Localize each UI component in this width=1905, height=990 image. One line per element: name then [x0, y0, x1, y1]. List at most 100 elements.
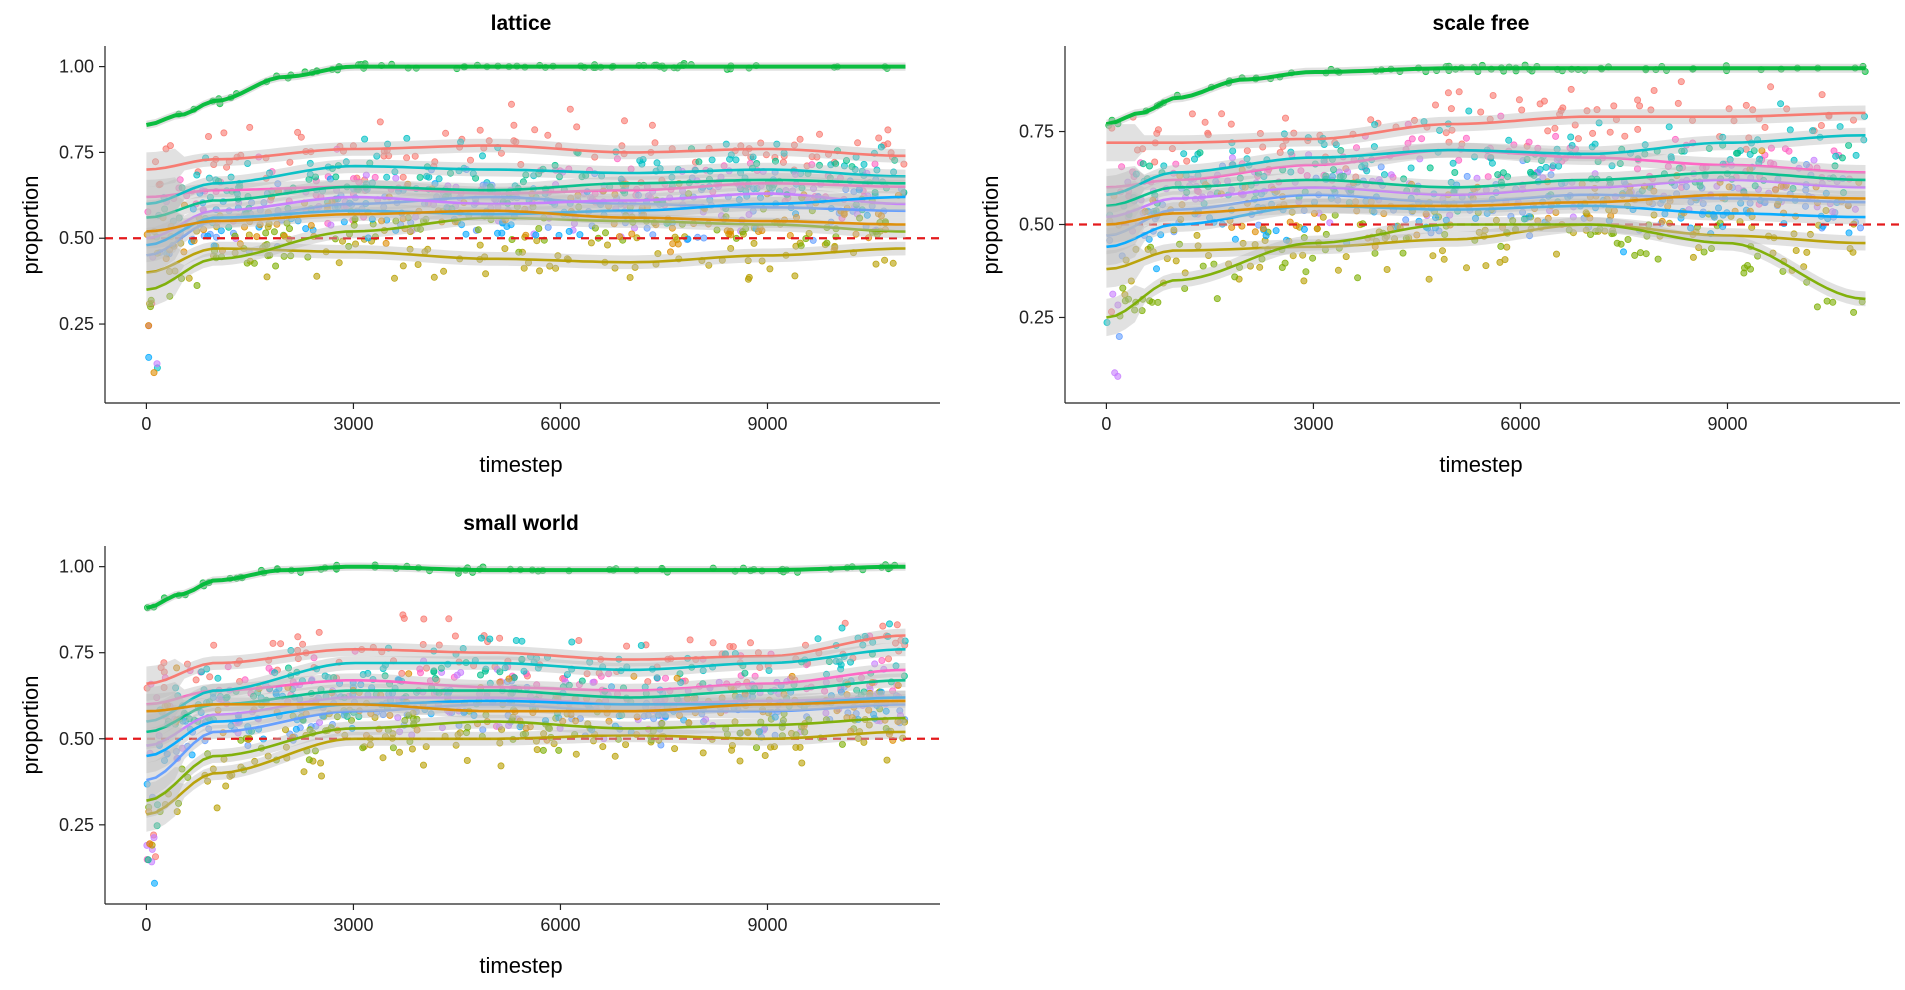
data-point — [621, 117, 629, 125]
data-point — [1536, 100, 1544, 108]
data-point — [622, 741, 630, 749]
data-point — [884, 140, 892, 148]
data-point — [750, 185, 758, 193]
data-point — [210, 160, 218, 168]
data-point — [1432, 101, 1440, 109]
data-point — [1440, 255, 1448, 263]
data-point — [300, 768, 308, 776]
data-point — [171, 267, 179, 275]
data-point — [1272, 227, 1280, 235]
data-point — [214, 674, 222, 682]
data-point — [805, 229, 813, 237]
y-tick-label: 0.50 — [59, 729, 94, 749]
data-point — [315, 628, 323, 636]
data-point — [565, 227, 573, 235]
data-point — [150, 834, 158, 842]
data-point — [1634, 125, 1642, 133]
data-point — [727, 151, 735, 159]
data-point — [193, 171, 201, 179]
data-point — [1677, 78, 1685, 86]
data-point — [1115, 332, 1123, 340]
data-point — [317, 759, 325, 767]
data-point — [1742, 101, 1750, 109]
data-point — [477, 634, 485, 642]
data-point — [342, 158, 350, 166]
data-point — [1151, 158, 1159, 166]
panel-lattice: lattice 0 3000 6000 9000 0.25 0.50 0.75 1.00 ti… — [18, 12, 940, 477]
data-point — [878, 657, 886, 665]
data-point — [766, 265, 774, 273]
data-point — [1637, 249, 1645, 257]
data-point — [243, 259, 251, 267]
data-point — [872, 260, 880, 268]
data-point — [568, 638, 576, 646]
data-point — [153, 360, 161, 368]
data-point — [720, 162, 728, 170]
data-point — [649, 231, 657, 239]
data-point — [250, 259, 258, 267]
data-point — [1845, 141, 1853, 149]
data-point — [451, 632, 459, 640]
data-point — [790, 141, 798, 149]
data-point — [206, 673, 214, 681]
data-point — [416, 225, 424, 233]
data-point — [327, 221, 335, 229]
data-point — [306, 159, 314, 167]
data-point — [474, 226, 482, 234]
data-point — [223, 163, 231, 171]
data-point — [399, 173, 407, 181]
data-point — [1201, 118, 1209, 126]
y-tick-label: 0.25 — [1019, 307, 1054, 327]
data-point — [515, 248, 523, 256]
data-point — [420, 615, 428, 623]
data-point — [674, 240, 682, 248]
data-point — [1636, 102, 1644, 110]
data-point — [591, 224, 599, 232]
data-point — [643, 224, 651, 232]
data-point — [414, 260, 422, 268]
data-point — [517, 160, 525, 168]
data-point — [1621, 132, 1629, 140]
data-point — [747, 639, 755, 647]
data-point — [695, 158, 703, 166]
data-point — [222, 782, 230, 790]
data-point — [1463, 172, 1471, 180]
data-point — [166, 292, 174, 300]
data-point — [204, 132, 212, 140]
data-point — [478, 152, 486, 160]
data-point — [875, 134, 883, 142]
data-point — [533, 746, 541, 754]
data-point — [758, 257, 766, 265]
data-point — [637, 642, 645, 650]
data-point — [1256, 263, 1264, 271]
data-point — [816, 130, 824, 138]
data-point — [1300, 277, 1308, 285]
data-point — [361, 135, 369, 143]
data-point — [1747, 265, 1755, 273]
data-point — [1620, 248, 1628, 256]
data-point — [399, 262, 407, 270]
data-point — [392, 174, 400, 182]
data-point — [860, 160, 868, 168]
data-point — [150, 369, 158, 377]
data-point — [1505, 136, 1513, 144]
data-point — [1251, 228, 1259, 236]
data-point — [307, 221, 315, 229]
data-point — [616, 233, 624, 241]
data-point — [808, 161, 816, 169]
y-tick-label: 0.50 — [1019, 215, 1054, 235]
data-point — [1172, 257, 1180, 265]
data-point — [192, 676, 200, 684]
data-point — [193, 281, 201, 289]
data-point — [1439, 247, 1447, 255]
data-point — [151, 158, 159, 166]
x-tick-label: 0 — [141, 414, 151, 434]
data-point — [877, 143, 885, 151]
data-point — [1300, 225, 1308, 233]
data-point — [566, 105, 574, 113]
data-point — [671, 745, 679, 753]
data-point — [294, 128, 302, 136]
x-axis-label: timestep — [479, 953, 562, 978]
data-point — [536, 267, 544, 275]
